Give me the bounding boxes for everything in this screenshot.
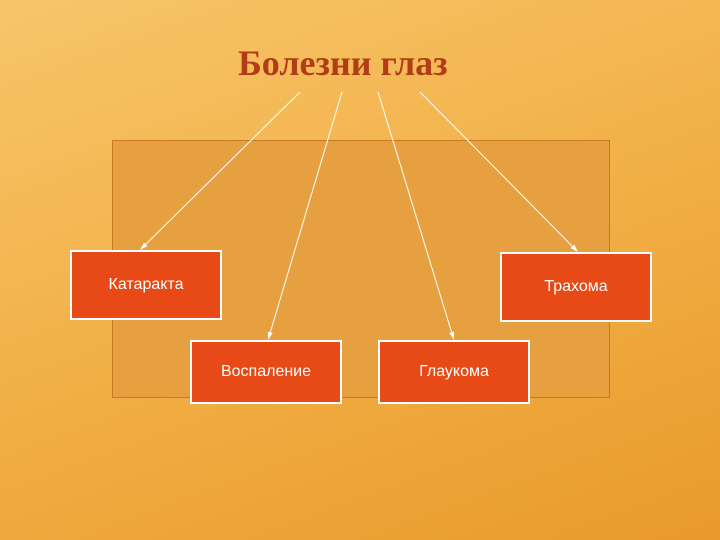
slide-canvas: Болезни глаз Катаракта Воспаление Глауко…: [0, 0, 720, 540]
node-cataract: Катаракта: [70, 250, 222, 320]
node-inflammation: Воспаление: [190, 340, 342, 404]
node-glaucoma: Глаукома: [378, 340, 530, 404]
node-trachoma: Трахома: [500, 252, 652, 322]
diagram-title: Болезни глаз: [238, 42, 448, 84]
